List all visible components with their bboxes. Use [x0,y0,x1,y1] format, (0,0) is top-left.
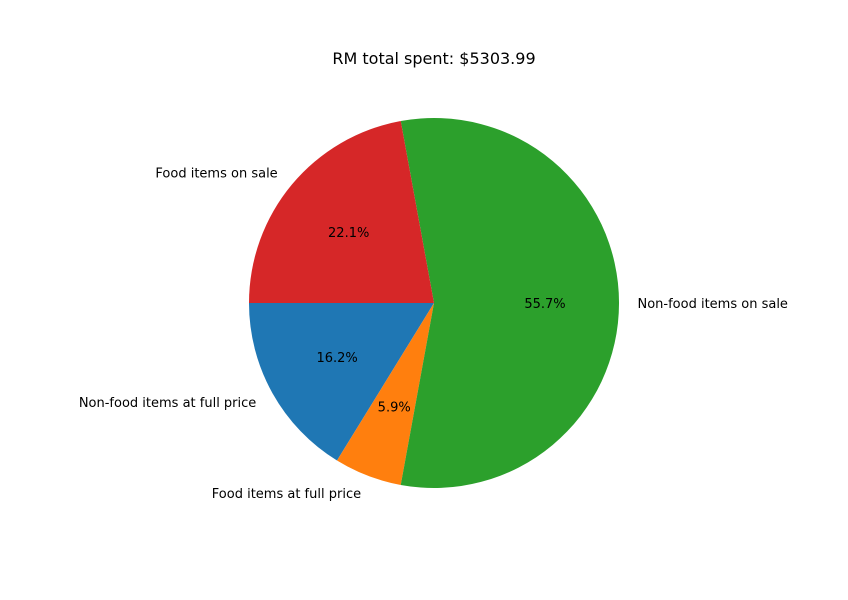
chart-title: RM total spent: $5303.99 [332,49,535,68]
pie-category-label-1: Food items at full price [212,487,361,502]
pie-category-label-3: Food items on sale [155,167,277,182]
pie-slice-3 [249,121,434,304]
pie-slice-1 [337,303,434,485]
pie-slice-0 [249,303,434,461]
pie-percent-label-1: 5.9% [378,401,411,416]
pie-percent-label-0: 16.2% [316,351,357,366]
pie-slice-2 [400,117,620,488]
pie-category-label-0: Non-food items at full price [79,396,256,411]
pie-percent-label-2: 55.7% [524,297,565,312]
pie-percent-label-3: 22.1% [328,226,369,241]
pie-labels: 16.2% Non-food items at full price 5.9% Foo… [79,167,788,502]
pie-category-label-2: Non-food items on sale [638,297,788,312]
pie-slices [249,117,620,488]
